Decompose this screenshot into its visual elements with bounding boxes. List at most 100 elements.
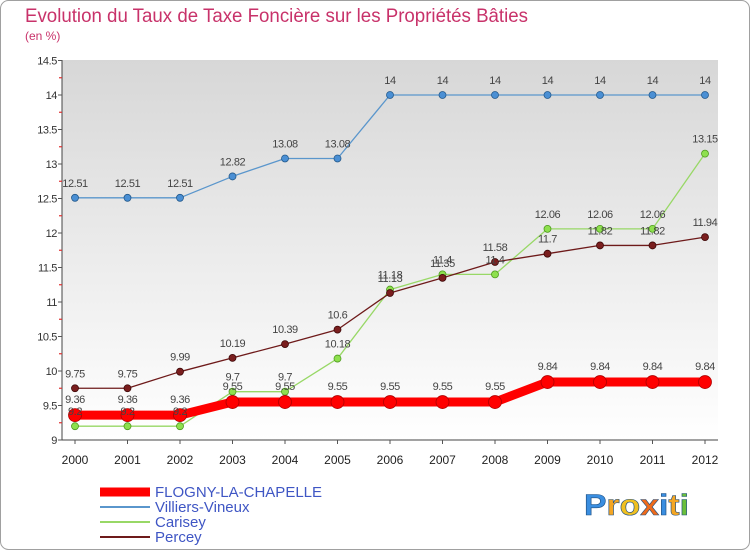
carisey-point [701, 149, 709, 158]
percey-point [596, 241, 604, 250]
carisey-value-label: 9.2 [120, 406, 134, 418]
x-tick-label: 2007 [429, 453, 456, 467]
percey-value-label: 11.82 [588, 225, 613, 237]
flogny-la-chapelle-value-label: 9.84 [643, 361, 663, 373]
flogny-la-chapelle-value-label: 9.36 [65, 394, 85, 406]
villiers-vineux-value-label: 13.08 [272, 138, 298, 150]
x-tick-label: 2002 [167, 453, 194, 467]
villiers-vineux-value-label: 14 [647, 75, 659, 87]
carisey-value-label: 10.18 [325, 339, 351, 351]
y-tick-label: 11.5 [38, 263, 57, 275]
percey-point [228, 353, 237, 362]
villiers-vineux-point [123, 193, 132, 202]
villiers-vineux-point [543, 91, 552, 99]
y-tick-label: 14.5 [37, 56, 57, 68]
x-tick-label: 2004 [272, 453, 299, 467]
villiers-vineux-value-label: 14 [384, 75, 396, 87]
flogny-la-chapelle-point [645, 375, 660, 389]
villiers-vineux-point [701, 91, 709, 99]
villiers-vineux-point [71, 193, 79, 202]
flogny-la-chapelle-point [278, 395, 292, 409]
chart-subtitle: (en %) [25, 29, 60, 43]
percey-value-label: 9.99 [170, 352, 190, 364]
x-tick-label: 2011 [640, 453, 666, 467]
flogny-la-chapelle-value-label: 9.55 [275, 381, 295, 393]
legend: FLOGNY-LA-CHAPELLEVilliers-VineuxCarisey… [100, 484, 322, 546]
flogny-la-chapelle-value-label: 9.55 [485, 381, 505, 393]
y-tick-label: 10.5 [37, 332, 57, 344]
carisey-value-label: 12.06 [535, 209, 561, 221]
villiers-vineux-point [648, 91, 657, 99]
carisey-value-label: 9.2 [173, 406, 187, 418]
villiers-vineux-value-label: 13.08 [325, 138, 351, 150]
flogny-la-chapelle-point [330, 395, 345, 409]
carisey-value-label: 12.06 [640, 209, 666, 221]
y-tick-label: 13.5 [37, 125, 57, 137]
proxiti-logo: Proxiti [584, 489, 689, 522]
carisey-value-label: 13.15 [692, 134, 718, 146]
x-tick-label: 2009 [534, 453, 561, 467]
logo-letter: t [668, 489, 679, 522]
y-tick-label: 9 [51, 435, 57, 447]
logo-letter: i [680, 489, 689, 522]
carisey-value-label: 9.7 [225, 372, 239, 384]
y-tick-label: 13 [46, 159, 58, 171]
flogny-la-chapelle-value-label: 9.55 [223, 381, 243, 393]
carisey-point [71, 422, 79, 431]
legend-label-flogny-la-chapelle: FLOGNY-LA-CHAPELLE [155, 484, 322, 501]
chart-title: Evolution du Taux de Taxe Foncière sur l… [25, 6, 528, 27]
flogny-la-chapelle-point [435, 395, 450, 409]
flogny-la-chapelle-point [698, 375, 712, 389]
percey-point [491, 258, 499, 266]
flogny-la-chapelle-value-label: 9.55 [433, 381, 453, 393]
logo-letter: x [640, 489, 659, 522]
percey-point [438, 273, 447, 282]
carisey-point [176, 422, 184, 431]
x-tick-label: 2006 [377, 453, 404, 467]
axes: 9 9.5 10 10.5 11 11.5 12 12.5 13 13.5 14 14.5 2000 20… [37, 56, 718, 468]
flogny-la-chapelle-value-label: 9.36 [118, 394, 138, 406]
percey-point [123, 384, 132, 393]
villiers-vineux-value-label: 14 [542, 75, 554, 87]
flogny-la-chapelle-value-label: 9.55 [380, 381, 400, 393]
villiers-vineux-point [176, 193, 184, 202]
percey-value-label: 10.6 [328, 310, 348, 322]
percey-point [281, 340, 289, 348]
logo-letter: i [659, 489, 668, 522]
flogny-la-chapelle-point [593, 375, 607, 389]
percey-point [543, 249, 552, 258]
carisey-value-label: 9.2 [68, 406, 82, 418]
carisey-point [333, 354, 342, 363]
flogny-la-chapelle-point [173, 408, 187, 423]
percey-value-label: 10.19 [220, 338, 246, 350]
carisey-point [596, 224, 604, 233]
logo-letter: o [620, 489, 641, 522]
percey-point [71, 384, 79, 393]
flogny-la-chapelle-value-label: 9.84 [538, 361, 558, 373]
logo-letter: P [584, 489, 607, 522]
legend-label-villiers-vineux: Villiers-Vineux [155, 499, 250, 516]
logo-letter: r [607, 489, 620, 522]
carisey-point [543, 224, 552, 233]
percey-value-label: 11.94 [693, 217, 718, 229]
percey-point [648, 241, 657, 250]
percey-value-label: 11.35 [430, 258, 455, 270]
x-tick-label: 2001 [114, 453, 141, 467]
villiers-vineux-point [438, 91, 447, 99]
villiers-vineux-point [491, 91, 499, 99]
villiers-vineux-value-label: 14 [489, 75, 501, 87]
percey-value-label: 10.39 [272, 324, 298, 336]
y-tick-label: 10 [46, 366, 58, 378]
y-tick-label: 12.5 [37, 194, 57, 206]
x-tick-label: 2003 [219, 453, 246, 467]
carisey-value-label: 11.4 [486, 254, 505, 266]
carisey-value-label: 9.7 [278, 372, 292, 384]
flogny-la-chapelle-value-label: 9.84 [695, 361, 715, 373]
percey-point [386, 289, 394, 297]
x-tick-label: 2005 [324, 453, 351, 467]
plot-area [62, 60, 718, 440]
plot-lines [68, 91, 712, 431]
percey-value-label: 11.13 [378, 273, 403, 285]
carisey-value-label: 11.18 [378, 270, 403, 282]
